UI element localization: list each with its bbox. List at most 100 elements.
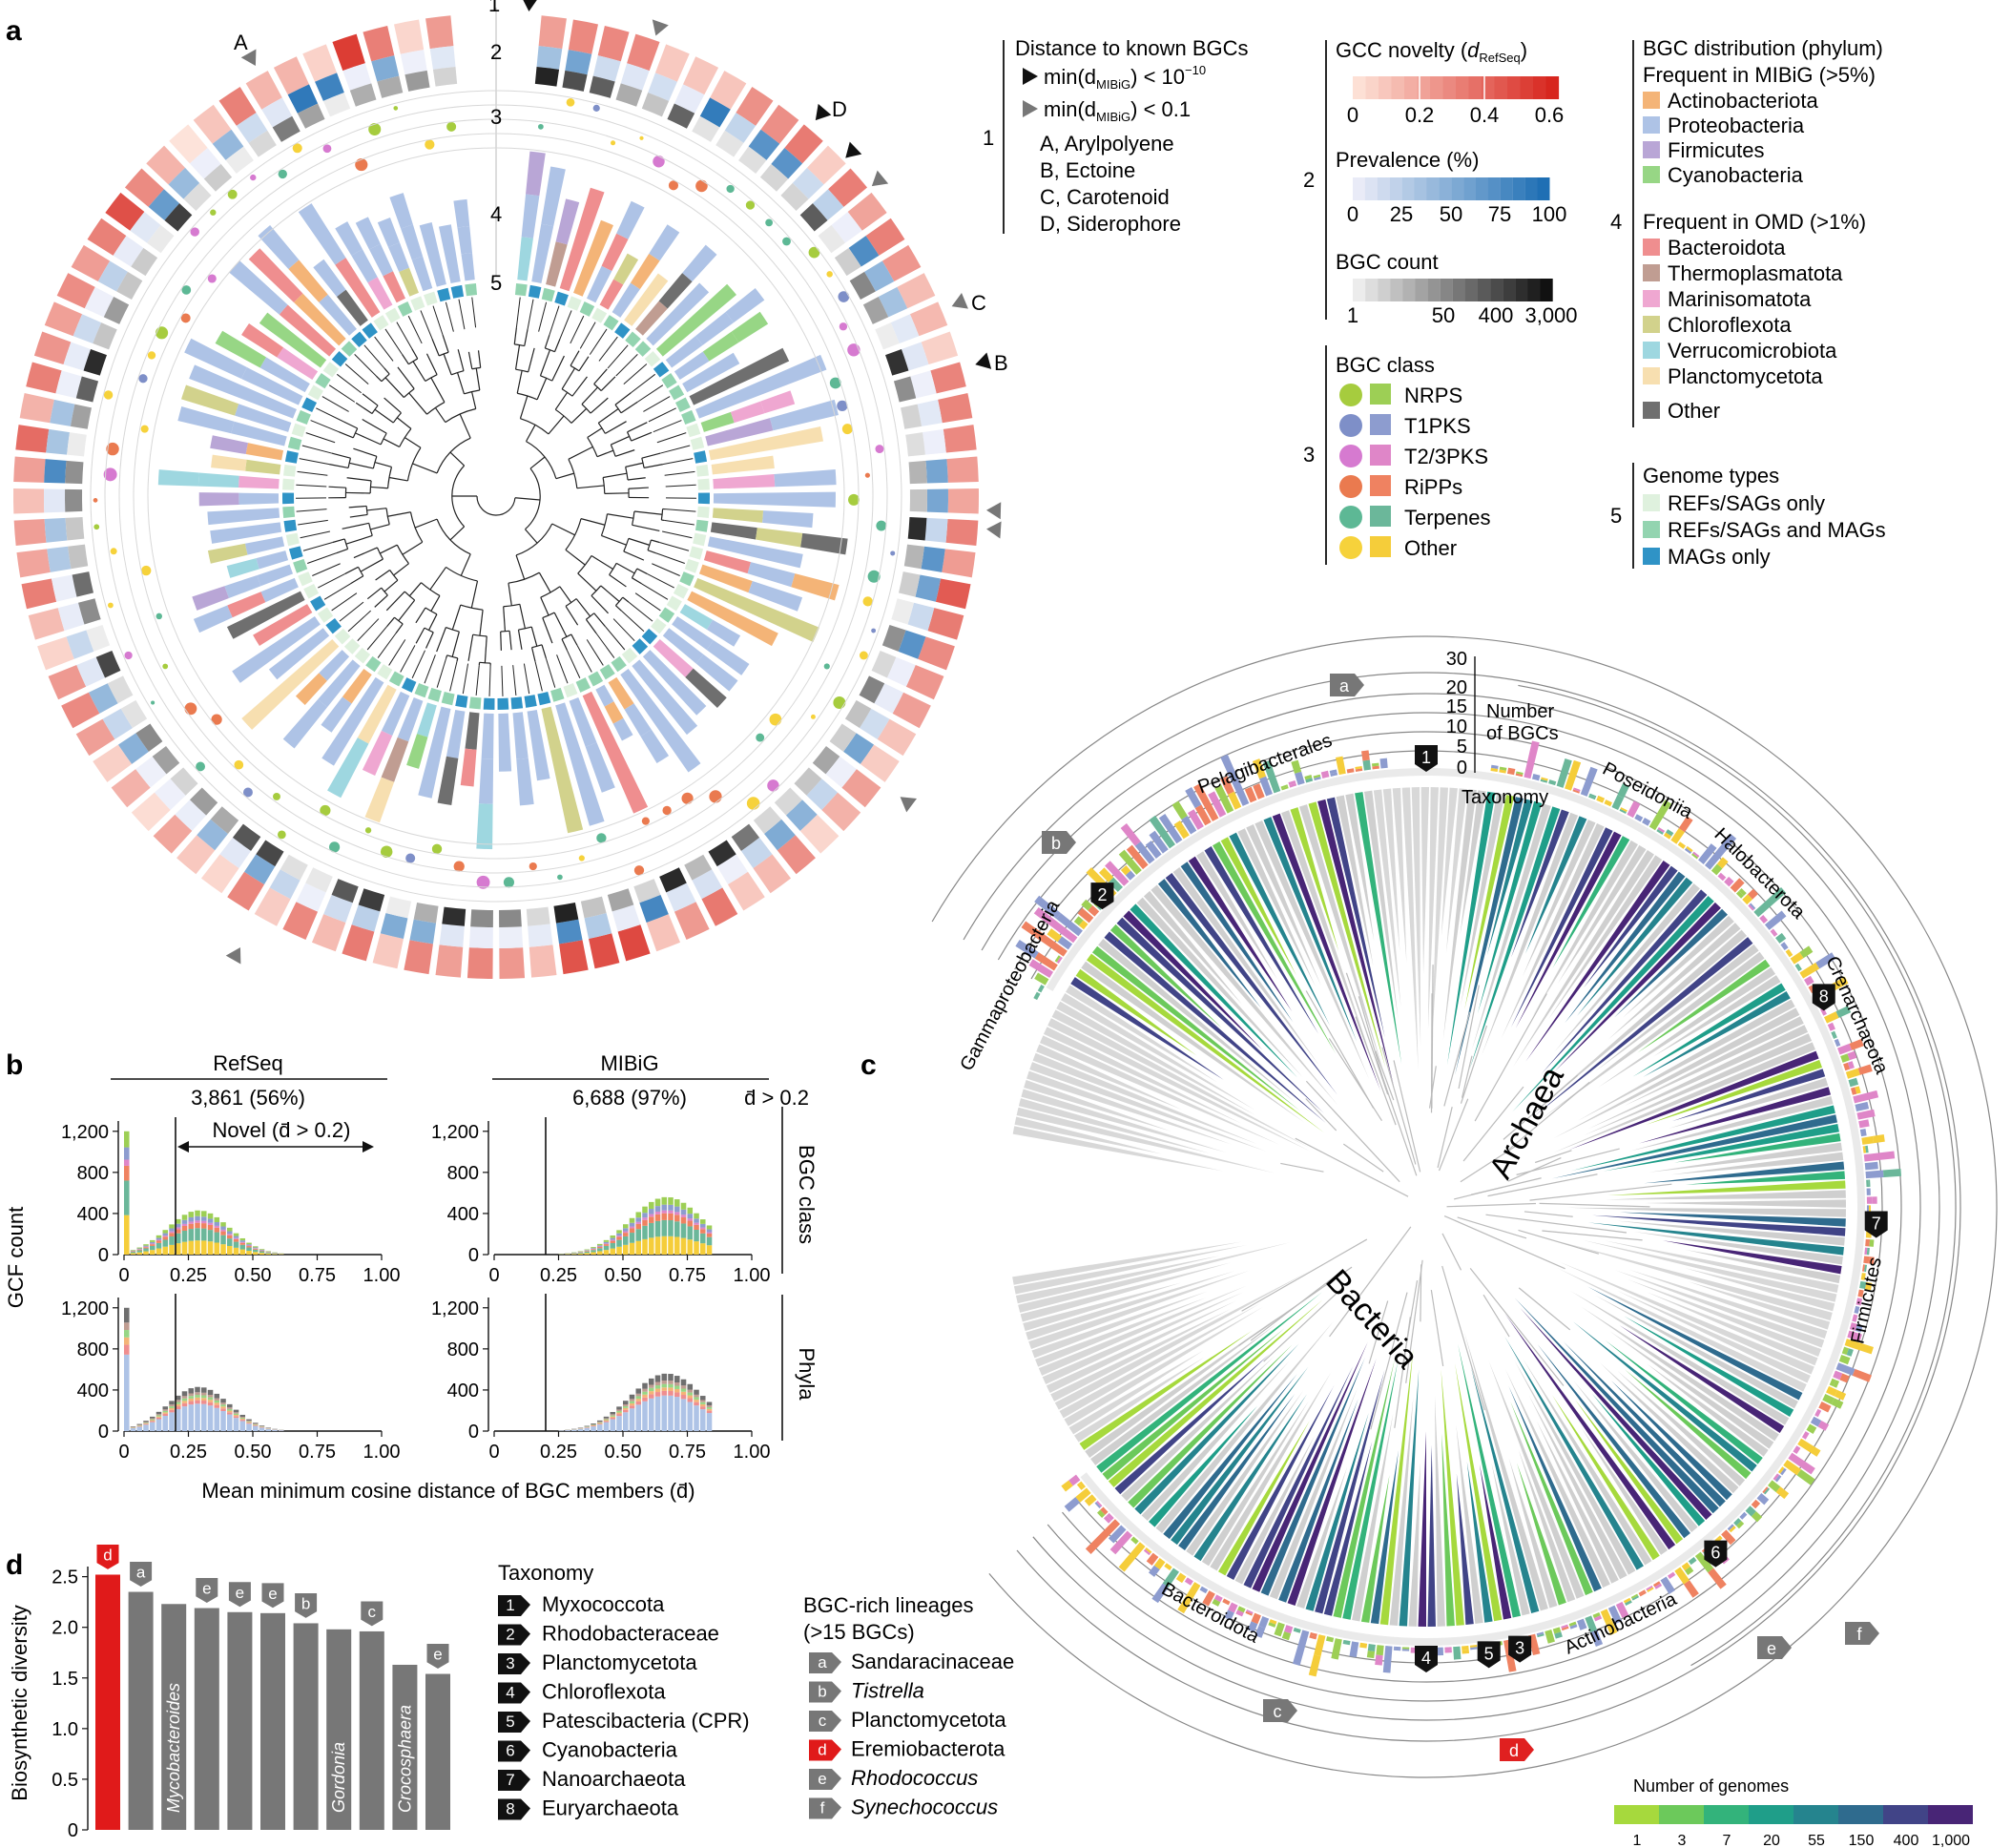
dendrogram-tip: [321, 396, 349, 412]
dendrogram-arc: [540, 586, 561, 598]
genome-type-cell: [695, 464, 709, 477]
prevalence-cell: [843, 733, 875, 764]
tree-clade: [1563, 1341, 1726, 1507]
hist-bar-segment: [584, 1253, 591, 1255]
taxonomy-item-label: Planctomycetota: [542, 1651, 697, 1674]
hist-bar-segment: [220, 1229, 226, 1232]
count-cell: [297, 103, 325, 129]
bgc-bar-segment: [1098, 867, 1114, 882]
bgc-bar-segment: [1873, 1134, 1885, 1144]
hist-bar-segment: [220, 1402, 226, 1405]
genome-type-cell: [424, 291, 438, 306]
hist-bar-segment: [597, 1420, 603, 1422]
hist-bar-segment: [201, 1395, 207, 1399]
hist-bar-segment: [649, 1394, 654, 1399]
class-dot: [368, 123, 382, 136]
phylum-bar-segment: [674, 351, 710, 381]
class-dot: [829, 377, 841, 389]
tree-clade: [1278, 1398, 1358, 1603]
phylum-label: Actinobacteriota: [1668, 89, 1819, 113]
bgc-bar-segment: [1528, 1633, 1541, 1656]
dendrogram-tip: [471, 297, 477, 328]
prevalence-cell: [371, 55, 400, 82]
count-cell: [667, 103, 695, 129]
hist-bar-segment: [584, 1249, 591, 1251]
hist-bar-segment: [162, 1246, 169, 1255]
hist-x-tick-label: 0.75: [669, 1265, 706, 1286]
dendrogram-arc: [450, 370, 465, 376]
bgc-bar-segment: [1820, 1007, 1827, 1016]
novelty-swatch: [1430, 76, 1443, 99]
bgc-bar-segment: [1611, 795, 1625, 811]
dendrogram-branch: [370, 486, 388, 489]
hist-x-tick-label: 1.00: [363, 1442, 401, 1463]
tree-clade: [1243, 1365, 1354, 1588]
class-dot-icon: [1339, 414, 1362, 437]
bgc-bar-segment: [1652, 1581, 1661, 1588]
hist-bar-segment: [155, 1415, 162, 1417]
class-dot: [180, 313, 191, 323]
dendrogram-branch: [525, 529, 538, 544]
tree-clade: [1431, 787, 1449, 1049]
bgc-bar-segment: [1818, 1401, 1832, 1413]
class-dot: [745, 200, 756, 210]
novelty-cell: [282, 902, 319, 940]
class-dot: [364, 827, 372, 834]
hist-bar-segment: [246, 1421, 252, 1422]
bgc-bar-segment: [1561, 1626, 1569, 1631]
genome-type-cell: [283, 464, 297, 477]
novelty-cell: [777, 835, 816, 875]
hist-bar-segment: [155, 1240, 162, 1243]
hist-bar-segment: [680, 1202, 687, 1210]
prevalence-cell: [468, 926, 493, 948]
bgc-bar-segment: [1143, 1548, 1151, 1556]
bgc-bar-segment: [1596, 798, 1605, 803]
count-cell: [331, 879, 359, 903]
tree-clade: [1141, 1360, 1290, 1522]
hist-bar-segment: [162, 1410, 169, 1413]
phylum-bar-segment: [351, 249, 378, 283]
novelty-swatch: [1507, 76, 1521, 99]
count-cell: [210, 806, 239, 835]
count-cell: [893, 376, 917, 403]
bgc-bar-segment: [1869, 1239, 1875, 1247]
hist-bar-segment: [195, 1222, 200, 1229]
tree-clade: [1456, 1424, 1483, 1624]
count-swatch: [1527, 279, 1541, 301]
dendrogram-tip: [664, 470, 695, 476]
dendrogram-branch: [525, 425, 536, 442]
novelty-cell: [16, 549, 51, 578]
count-cell: [901, 404, 923, 429]
bgc-bar-segment: [1657, 827, 1666, 833]
bar-lineage-tag-icon: [294, 1591, 319, 1620]
count-cell: [225, 146, 254, 174]
class-dot: [782, 237, 791, 246]
phylum-bar-segment: [197, 472, 239, 488]
tree-clade: [1520, 1307, 1712, 1521]
hist-bar-segment: [246, 1422, 252, 1424]
dendrogram-branch: [605, 421, 627, 434]
genome-type-cell: [301, 397, 318, 412]
bgc-bar-segment: [1642, 818, 1651, 826]
hist-bar-segment: [233, 1414, 239, 1417]
tree-clade: [1529, 929, 1748, 1116]
diversity-bar: [95, 1574, 120, 1830]
hist-bar-segment: [571, 1429, 577, 1431]
prevalence-cell: [812, 189, 844, 220]
tree-clade: [1541, 889, 1708, 1074]
bgc-bar-segment: [1745, 1505, 1756, 1517]
phylum-bar-segment: [731, 311, 769, 343]
class-dot: [227, 189, 238, 199]
bgc-bar-segment: [1199, 1586, 1209, 1594]
hist-bar-segment: [124, 1215, 130, 1255]
hist-bar-segment: [169, 1228, 175, 1232]
prevalence-cell: [439, 924, 465, 947]
count-cell: [107, 675, 134, 704]
bgc-bar-segment: [1212, 1598, 1221, 1607]
dendrogram-branch: [536, 378, 548, 401]
count-cell: [72, 571, 94, 597]
hist-bar-segment: [176, 1395, 181, 1401]
bgc-bar-segment: [1857, 1064, 1873, 1075]
tree-clade: [1554, 902, 1721, 1072]
